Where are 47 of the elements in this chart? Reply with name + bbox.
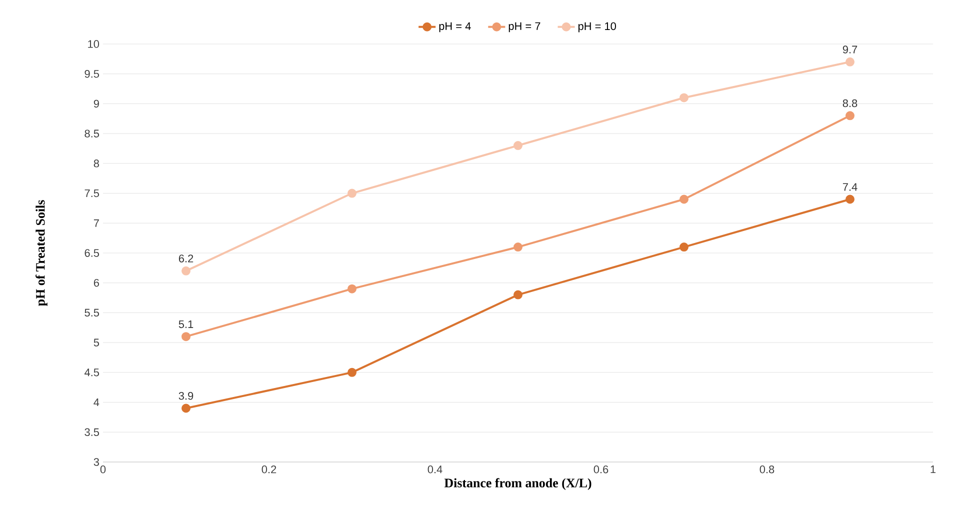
y-tick-label: 6.5 bbox=[84, 249, 100, 257]
point bbox=[846, 194, 855, 204]
legend-label: pH = 7 bbox=[508, 22, 540, 32]
y-tick-label: 10 bbox=[88, 40, 100, 48]
legend-label: pH = 10 bbox=[578, 22, 616, 32]
data-label: 5.1 bbox=[178, 320, 194, 328]
point bbox=[348, 188, 357, 198]
y-tick-label: 3.5 bbox=[84, 428, 100, 436]
data-label: 7.4 bbox=[842, 183, 858, 191]
y-tick-label: 5 bbox=[94, 338, 100, 346]
point bbox=[680, 242, 689, 252]
y-tick-label: 7 bbox=[94, 219, 99, 227]
x-tick-label: 0.8 bbox=[760, 466, 774, 474]
y-tick-label: 4 bbox=[94, 398, 100, 406]
data-label: 6.2 bbox=[178, 254, 194, 262]
y-axis-title: pH of Treated Soils bbox=[36, 200, 48, 306]
data-label: 3.9 bbox=[178, 392, 194, 400]
y-tick-label: 6 bbox=[94, 278, 99, 287]
legend-label: pH = 4 bbox=[439, 22, 471, 32]
y-tick-label: 8 bbox=[94, 160, 99, 168]
data-label: 8.8 bbox=[842, 99, 858, 108]
point bbox=[182, 404, 190, 413]
point bbox=[680, 93, 689, 102]
x-tick-label: 0.4 bbox=[428, 466, 442, 474]
point bbox=[514, 242, 523, 252]
x-tick-label: 0.2 bbox=[262, 466, 276, 474]
point bbox=[680, 194, 689, 204]
data-label: 9.7 bbox=[842, 46, 858, 54]
x-axis-title: Distance from anode (X/L) bbox=[444, 478, 592, 490]
point bbox=[182, 332, 190, 342]
point bbox=[182, 266, 190, 276]
point bbox=[514, 141, 523, 150]
point bbox=[846, 57, 855, 66]
y-tick-label: 9.5 bbox=[84, 70, 100, 78]
point bbox=[348, 284, 357, 294]
x-tick-label: 0 bbox=[100, 466, 106, 474]
y-tick-label: 3 bbox=[94, 458, 99, 466]
y-tick-label: 9 bbox=[94, 100, 99, 108]
y-tick-label: 5.5 bbox=[84, 308, 100, 317]
point bbox=[348, 368, 357, 377]
y-tick-label: 8.5 bbox=[84, 130, 100, 138]
y-tick-label: 4.5 bbox=[84, 368, 100, 376]
point bbox=[514, 290, 523, 300]
point bbox=[846, 111, 855, 120]
x-tick-label: 1 bbox=[930, 466, 936, 474]
y-tick-label: 7.5 bbox=[84, 189, 100, 198]
x-tick-label: 0.6 bbox=[594, 466, 608, 474]
